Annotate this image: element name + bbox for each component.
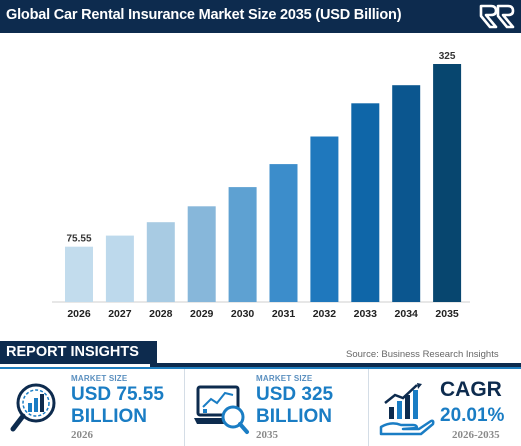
x-tick-label-2027: 2027 (108, 308, 132, 320)
bar-2027 (105, 235, 134, 302)
bar-2029 (187, 206, 216, 302)
bar-2030 (228, 187, 257, 302)
title-bar: Global Car Rental Insurance Market Size … (0, 0, 521, 33)
cagr-period: 2026-2035 (452, 429, 500, 441)
bar-chart: 2026 75.55 2027 2028 2029 2030 2031 2032 2033 203… (52, 51, 470, 320)
x-tick-label-2030: 2030 (231, 308, 255, 320)
bar-2032 (310, 136, 339, 302)
laptop-chart-icon (194, 385, 249, 434)
cagr-title: CAGR (440, 378, 502, 401)
x-tick-label-2034: 2034 (395, 308, 419, 320)
x-tick-label-2032: 2032 (313, 308, 337, 320)
bar-2034 (392, 85, 421, 302)
market-size-card-2026: MARKET SIZE USD 75.55 BILLION 2026 (0, 369, 184, 446)
market-size-card-2035: MARKET SIZE USD 325 BILLION 2035 (184, 369, 368, 446)
card-value-line2: BILLION (71, 406, 147, 427)
hand-growth-icon (379, 383, 435, 436)
x-tick-label-2029: 2029 (190, 308, 214, 320)
card-label: MARKET SIZE (256, 374, 313, 383)
insight-cards: MARKET SIZE USD 75.55 BILLION 2026 MARKE… (0, 367, 521, 446)
card-label: MARKET SIZE (71, 374, 128, 383)
data-label-2035: 325 (439, 51, 456, 62)
insights-divider (150, 363, 521, 367)
bar-2033 (351, 103, 380, 302)
card-value-line1: USD 325 (256, 384, 334, 405)
data-label-2026: 75.55 (66, 234, 91, 245)
x-tick-label-2035: 2035 (435, 308, 459, 320)
x-tick-label-2033: 2033 (354, 308, 378, 320)
bar-2035 (433, 64, 462, 302)
bar-2031 (269, 164, 298, 302)
x-tick-label-2026: 2026 (67, 308, 91, 320)
bar-2026 (65, 246, 93, 302)
card-year: 2026 (71, 429, 93, 441)
chart-title: Global Car Rental Insurance Market Size … (6, 7, 402, 23)
magnifier-chart-icon (10, 383, 56, 432)
cagr-card: CAGR 20.01% 2026-2035 (368, 369, 521, 446)
report-insights-label: REPORT INSIGHTS (0, 341, 157, 364)
bar-2028 (146, 222, 175, 302)
card-value-line1: USD 75.55 (71, 384, 164, 405)
card-year: 2035 (256, 429, 278, 441)
brand-logo-icon (479, 4, 515, 29)
x-tick-label-2031: 2031 (272, 308, 296, 320)
card-value-line2: BILLION (256, 406, 332, 427)
source-note: Source: Business Research Insights (346, 349, 499, 360)
x-tick-label-2028: 2028 (149, 308, 173, 320)
cagr-value: 20.01% (440, 405, 505, 426)
